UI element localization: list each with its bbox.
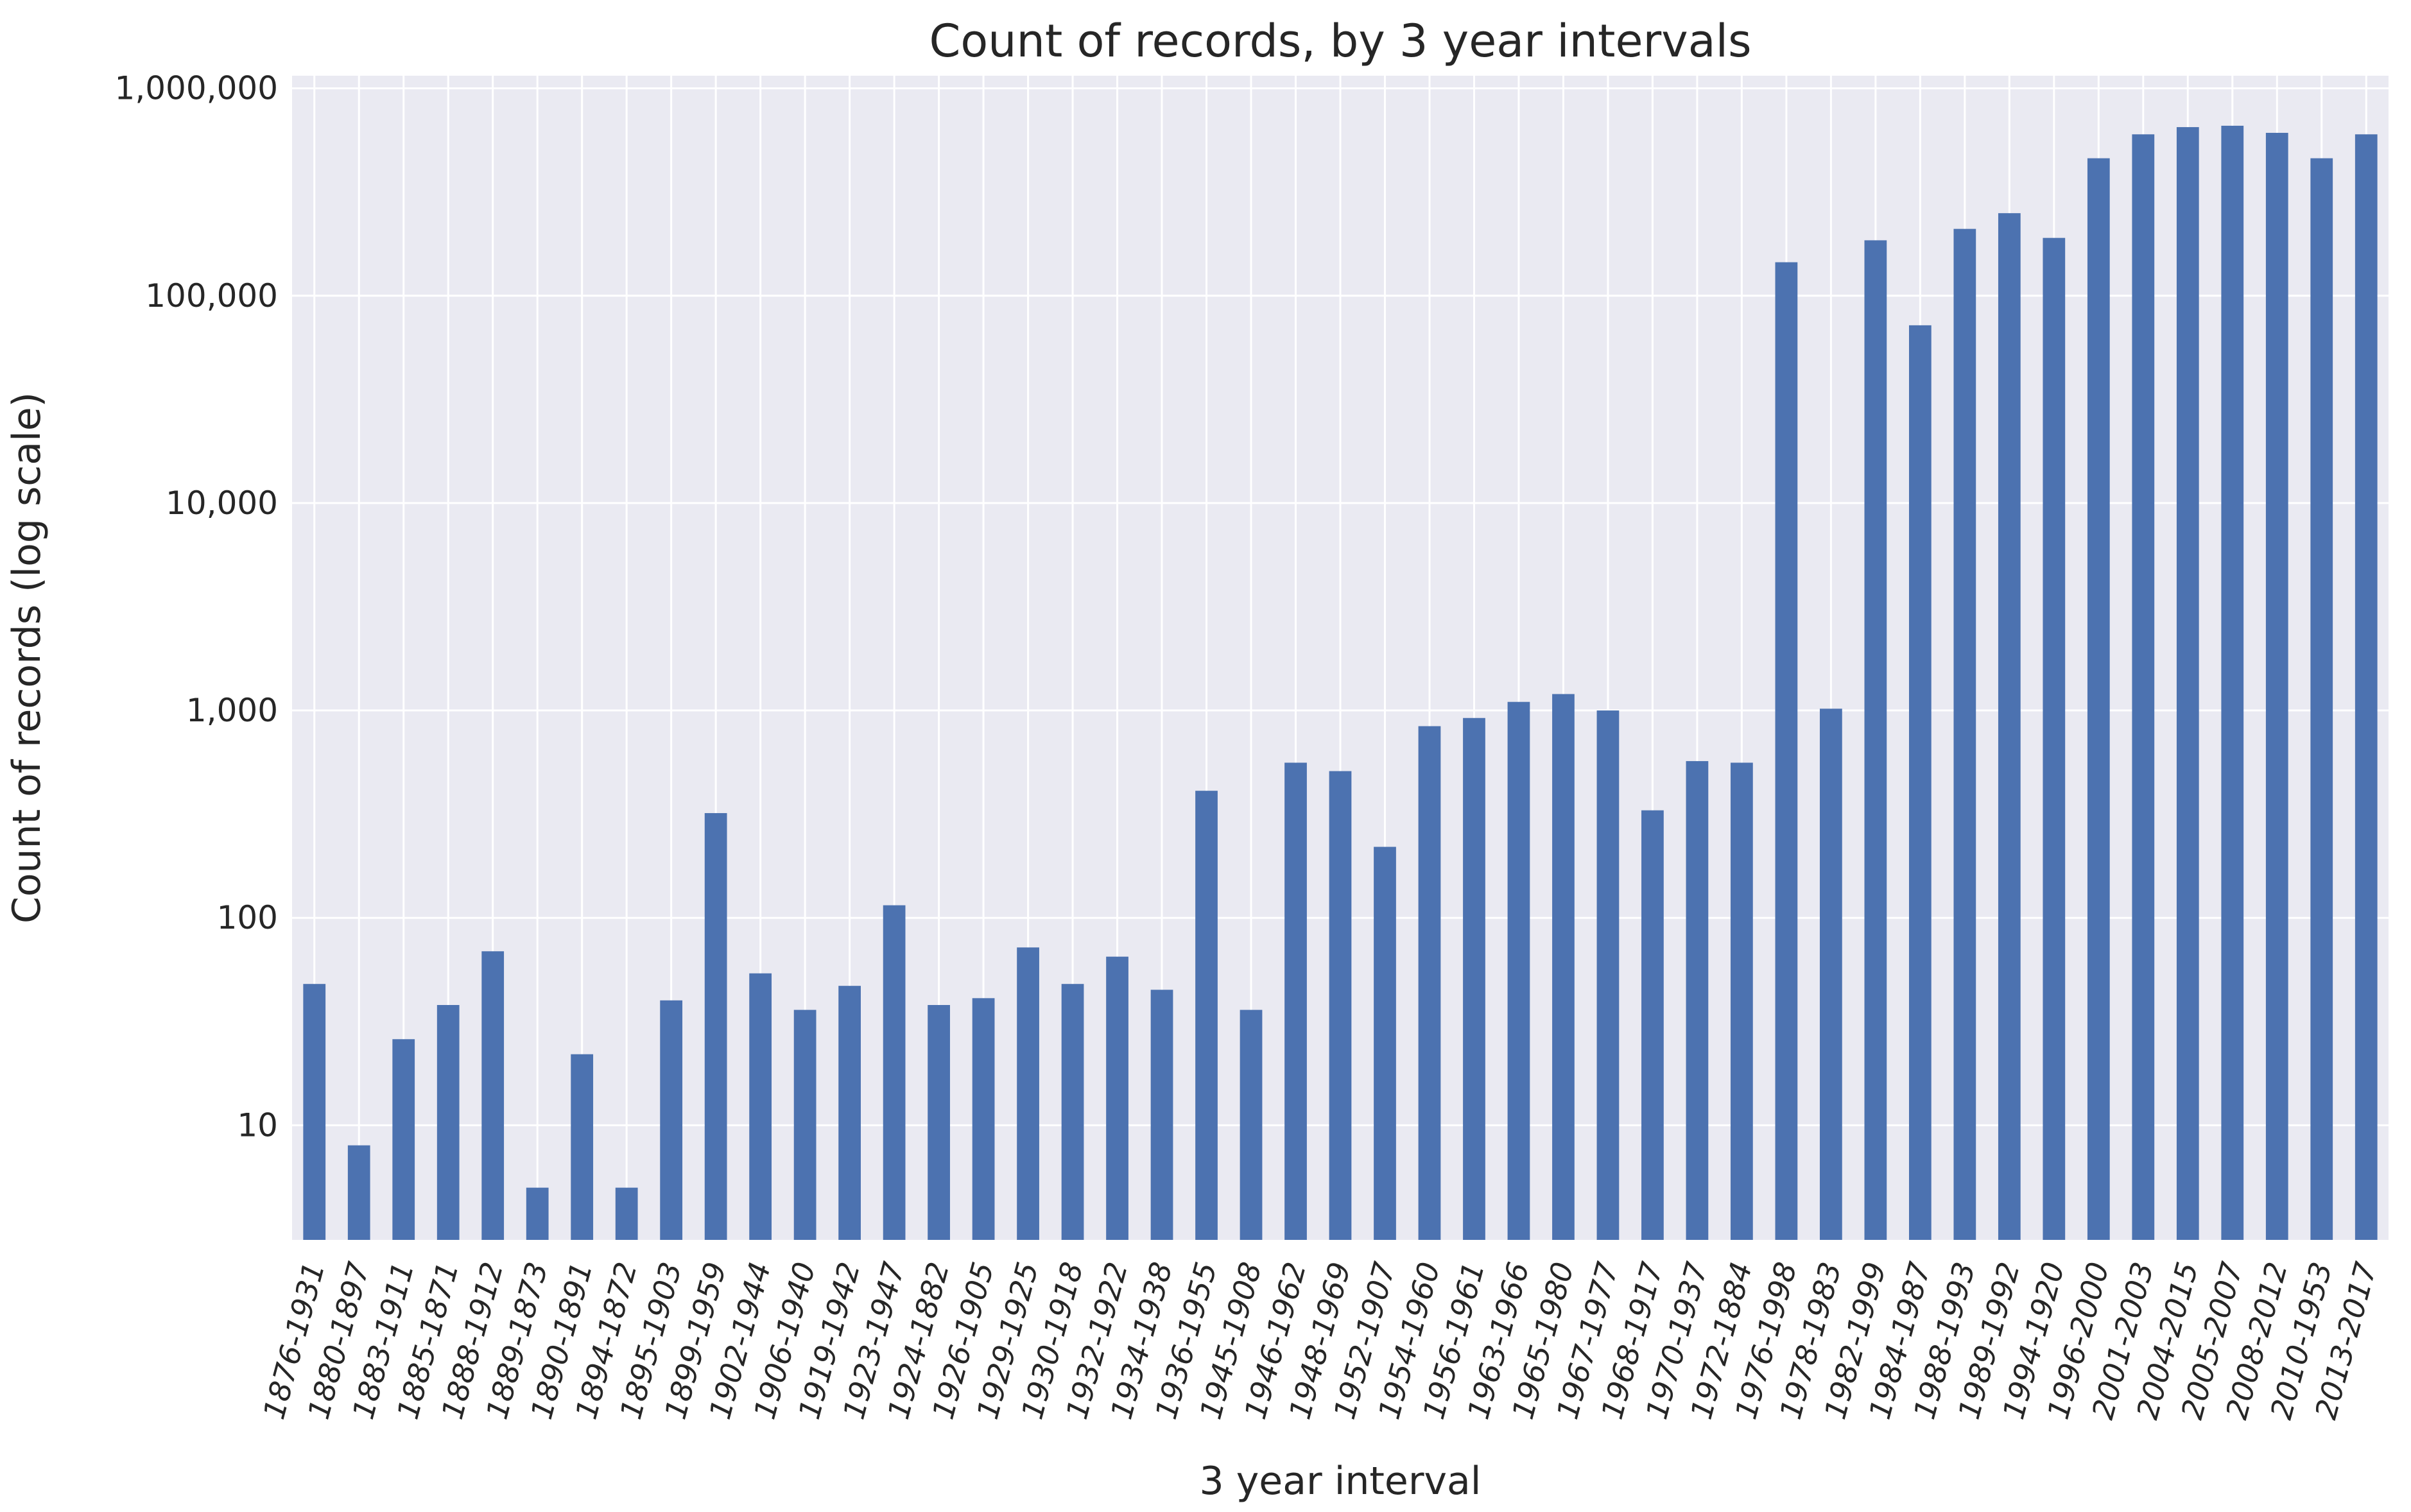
bars [303, 125, 2378, 1241]
bar [1463, 717, 1485, 1240]
bar [526, 1187, 549, 1240]
bar [436, 1004, 460, 1240]
bar [1596, 710, 1620, 1240]
bar [2355, 134, 2378, 1240]
bar [1507, 701, 1530, 1240]
bar [2221, 125, 2244, 1240]
bar [1240, 1009, 1263, 1240]
bar [1864, 240, 1887, 1240]
y-tick-label: 10 [237, 1106, 278, 1144]
y-tick-label: 100,000 [145, 277, 278, 314]
bar [749, 973, 772, 1240]
bar [1775, 262, 1798, 1240]
bar [347, 1145, 370, 1240]
bar [2176, 127, 2199, 1240]
bar [571, 1054, 594, 1240]
bar [793, 1009, 817, 1240]
bar [615, 1187, 638, 1240]
bar [1374, 846, 1396, 1240]
bar [1329, 771, 1352, 1240]
chart-title: Count of records, by 3 year intervals [929, 15, 1751, 67]
bar [1552, 694, 1575, 1240]
y-axis-label: Count of records (log scale) [4, 392, 49, 924]
x-axis-label: 3 year interval [1200, 1459, 1482, 1504]
x-tick-labels: 1876-19311880-18971883-19111885-18711888… [256, 1259, 2383, 1423]
bar [1150, 990, 1173, 1240]
bar [972, 998, 995, 1240]
bar [1953, 228, 1976, 1240]
y-tick-label: 10,000 [166, 485, 278, 522]
bar [1195, 791, 1218, 1240]
bar [481, 951, 505, 1240]
y-tick-label: 1,000,000 [115, 70, 278, 107]
bar [2087, 158, 2110, 1240]
bar [704, 812, 727, 1240]
bar [1284, 762, 1307, 1240]
bar [2043, 237, 2066, 1241]
bar [1998, 213, 2021, 1241]
y-tick-label: 1,000 [186, 692, 278, 729]
bar [928, 1004, 950, 1240]
bar [1418, 726, 1441, 1240]
y-tick-label: 100 [217, 899, 278, 936]
bar [2132, 134, 2155, 1240]
bar [392, 1039, 415, 1240]
bar [1731, 762, 1753, 1240]
bar [660, 1000, 683, 1240]
bar [1017, 947, 1039, 1240]
bar [303, 984, 326, 1240]
bar [1908, 325, 1931, 1240]
y-tick-labels: 10 100 1,000 10,000 100,000 1,000,000 [115, 70, 278, 1144]
bar [1061, 984, 1084, 1240]
bar [1106, 956, 1128, 1240]
bar [1641, 810, 1664, 1240]
bar [2265, 132, 2288, 1241]
bar [838, 986, 861, 1240]
bar [883, 905, 906, 1240]
bar [2310, 158, 2333, 1240]
bar [1686, 760, 1709, 1240]
bar [1820, 709, 1842, 1240]
